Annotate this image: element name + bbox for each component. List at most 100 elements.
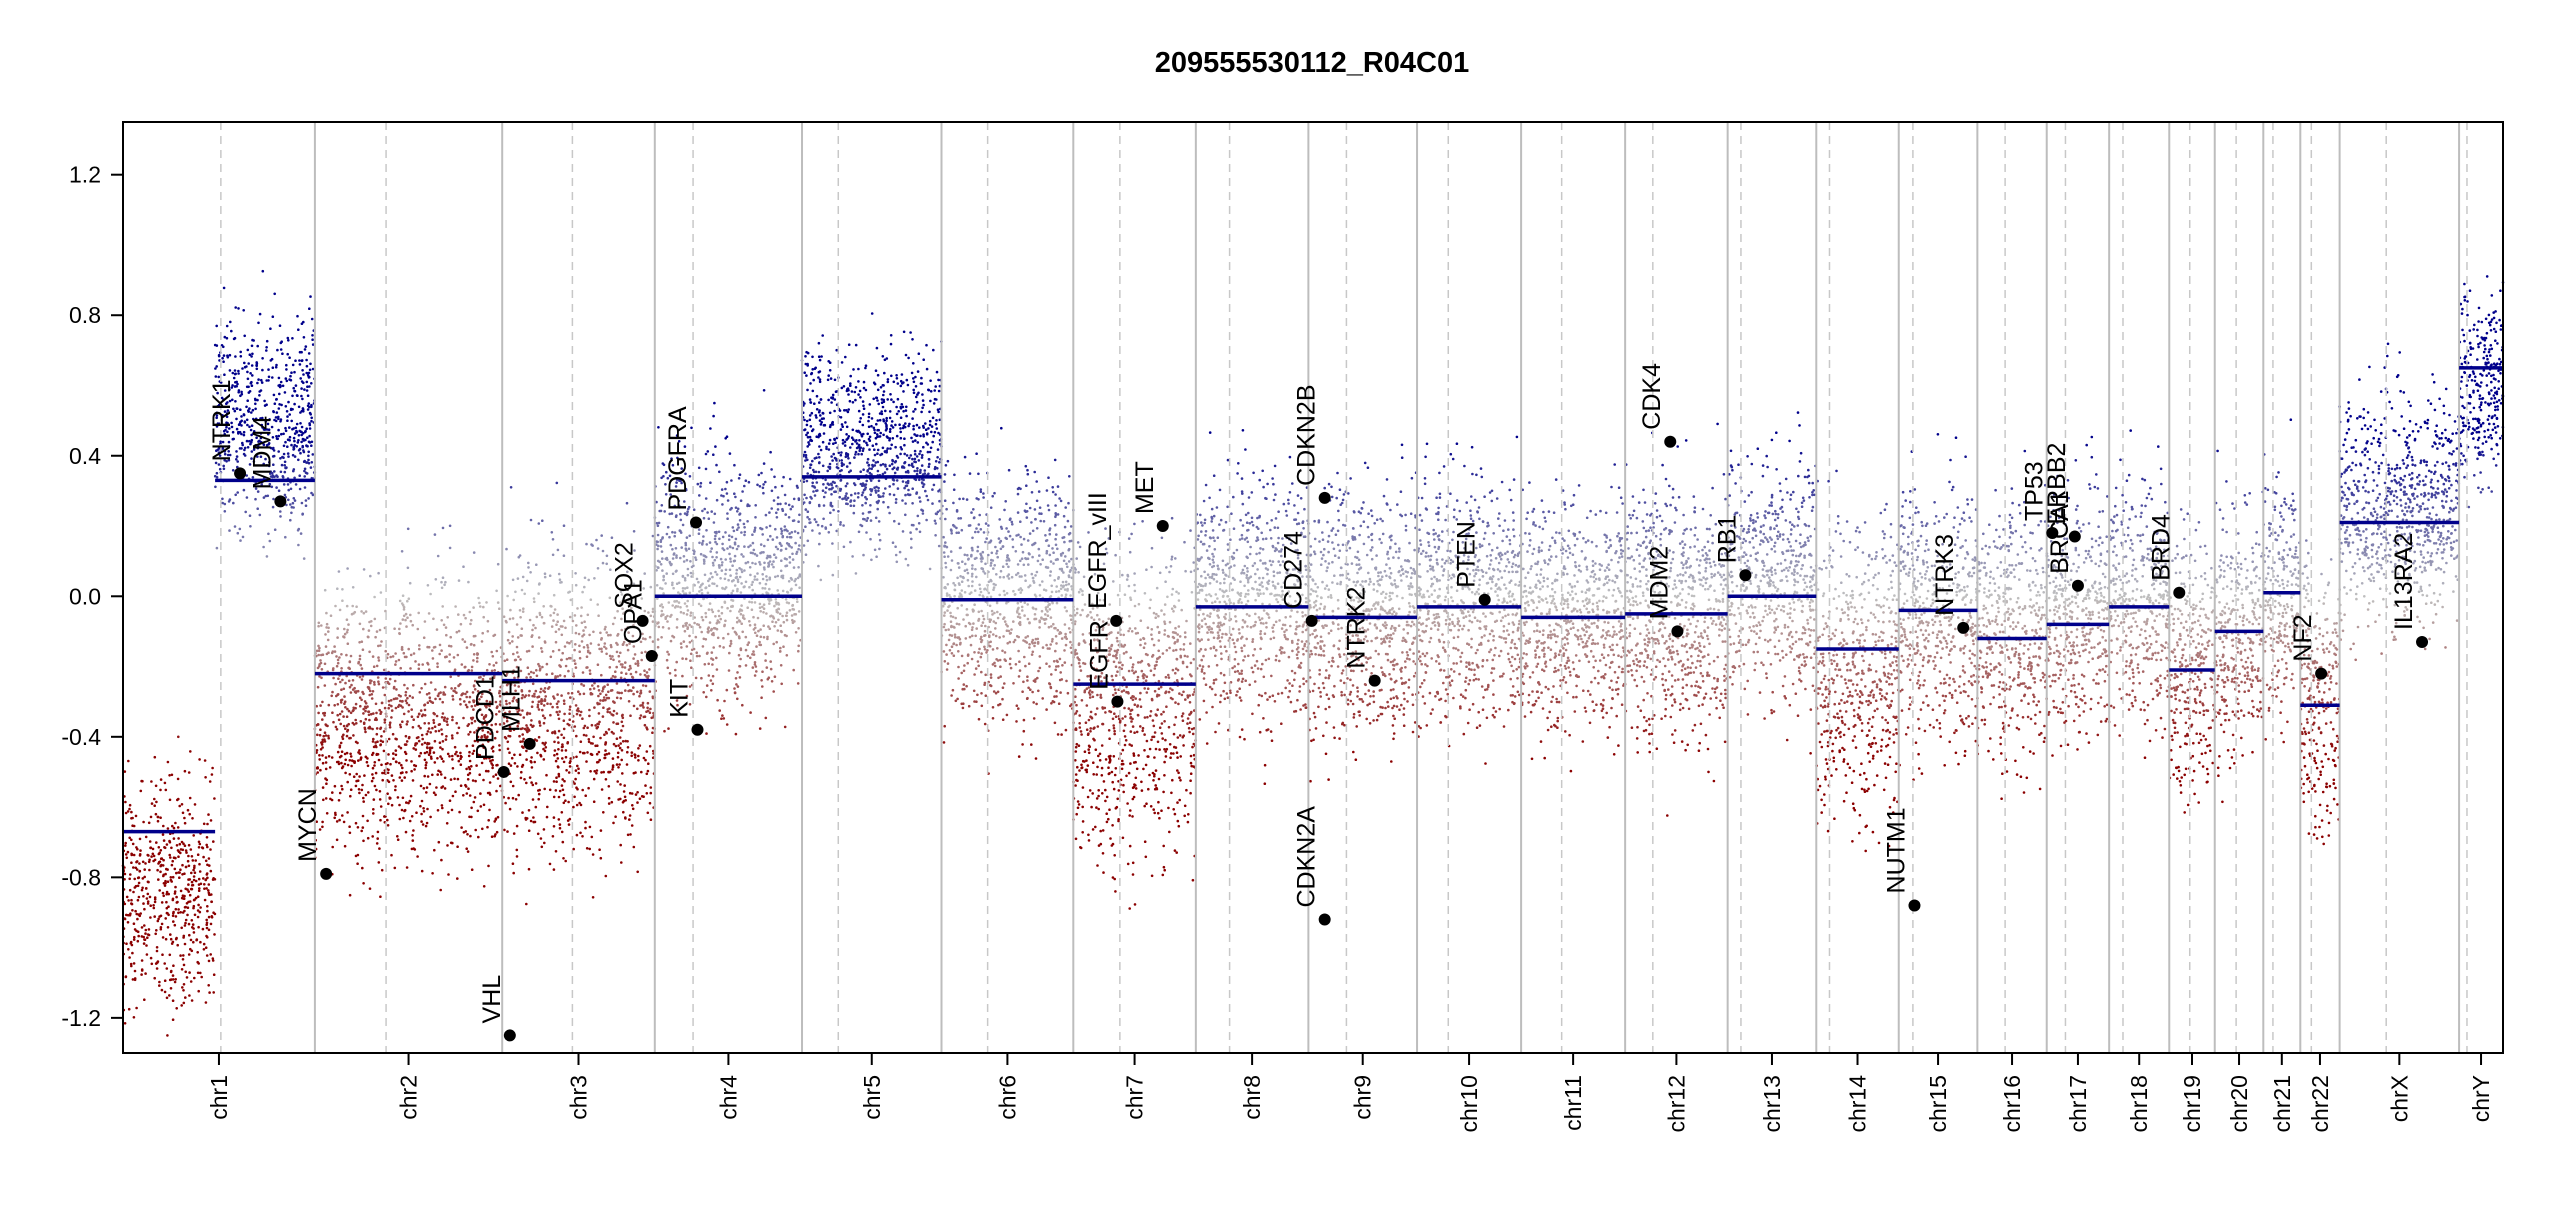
probe-point	[276, 475, 279, 479]
probe-point	[321, 746, 324, 749]
probe-point	[505, 716, 509, 720]
probe-point	[596, 567, 600, 570]
probe-point	[414, 748, 418, 751]
probe-point	[618, 736, 622, 739]
probe-point	[821, 489, 825, 493]
probe-point	[683, 602, 687, 605]
probe-point	[199, 940, 202, 944]
probe-point	[789, 576, 793, 580]
probe-point	[174, 907, 178, 911]
probe-point	[430, 757, 433, 760]
probe-point	[243, 361, 246, 365]
probe-point	[758, 602, 762, 606]
probe-point	[300, 425, 304, 429]
probe-point	[851, 401, 855, 404]
probe-point	[888, 437, 892, 440]
probe-point	[541, 714, 545, 717]
probe-point	[308, 427, 312, 430]
probe-point	[585, 666, 588, 669]
probe-point	[459, 763, 463, 766]
probe-point	[346, 707, 349, 711]
probe-point	[348, 667, 352, 670]
probe-point	[495, 713, 498, 716]
probe-point	[685, 613, 689, 616]
probe-point	[460, 693, 463, 697]
probe-point	[811, 368, 814, 371]
probe-point	[630, 751, 634, 754]
probe-point	[581, 788, 584, 792]
probe-point	[392, 779, 395, 782]
probe-point	[418, 754, 421, 758]
probe-point	[310, 405, 313, 409]
probe-point	[632, 692, 635, 696]
probe-point	[519, 616, 522, 619]
probe-point	[574, 769, 578, 772]
probe-point	[130, 902, 134, 906]
probe-point	[252, 432, 255, 435]
probe-point	[771, 538, 775, 541]
probe-point	[683, 577, 687, 580]
probe-point	[157, 917, 160, 921]
probe-point	[765, 578, 769, 582]
probe-point	[308, 434, 311, 438]
probe-point	[646, 728, 649, 731]
probe-point	[223, 459, 226, 462]
probe-point	[480, 761, 484, 765]
probe-point	[236, 531, 240, 535]
probe-point	[607, 796, 611, 800]
probe-point	[231, 398, 234, 402]
probe-point	[394, 660, 398, 663]
probe-point	[150, 780, 153, 783]
probe-point	[177, 837, 180, 840]
probe-point	[508, 701, 511, 705]
probe-point	[573, 659, 576, 662]
probe-point	[132, 938, 136, 941]
probe-point	[127, 899, 130, 902]
probe-point	[425, 786, 429, 789]
probe-point	[564, 859, 567, 863]
probe-point	[731, 546, 735, 550]
probe-point	[496, 705, 499, 708]
probe-point	[730, 535, 734, 539]
probe-point	[858, 389, 862, 393]
probe-point	[397, 745, 401, 748]
probe-point	[471, 744, 475, 747]
probe-point	[936, 448, 940, 451]
probe-point	[470, 665, 474, 669]
probe-point	[323, 738, 326, 741]
probe-point	[711, 575, 714, 579]
probe-point	[334, 604, 337, 608]
probe-point	[861, 413, 865, 416]
probe-point	[405, 866, 409, 869]
probe-point	[781, 614, 784, 618]
probe-point	[553, 749, 557, 752]
probe-point	[614, 675, 617, 679]
probe-point	[586, 726, 589, 729]
probe-point	[239, 355, 243, 358]
probe-point	[923, 469, 927, 472]
probe-point	[525, 902, 528, 906]
probe-point	[427, 722, 431, 725]
probe-point	[175, 844, 179, 847]
probe-point	[124, 975, 128, 978]
probe-point	[466, 778, 470, 781]
probe-point	[124, 800, 127, 804]
probe-point	[366, 819, 369, 823]
probe-point	[142, 902, 145, 905]
probe-point	[923, 472, 927, 475]
probe-point	[433, 725, 437, 728]
probe-point	[720, 569, 724, 572]
probe-point	[225, 324, 229, 328]
probe-point	[482, 605, 485, 609]
probe-point	[595, 752, 599, 756]
probe-point	[529, 670, 533, 674]
probe-point	[534, 782, 538, 785]
probe-point	[138, 862, 141, 865]
probe-point	[193, 871, 197, 874]
probe-point	[306, 385, 309, 389]
probe-point	[567, 692, 570, 695]
probe-point	[169, 987, 173, 990]
probe-point	[407, 647, 411, 651]
probe-point	[567, 591, 570, 594]
probe-point	[254, 402, 257, 406]
